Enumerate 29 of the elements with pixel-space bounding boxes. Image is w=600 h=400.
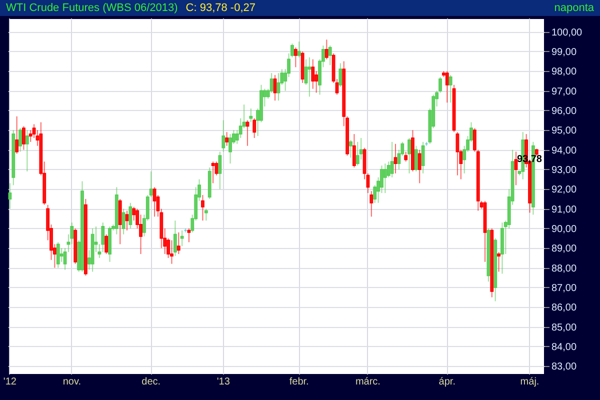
y-tick-label: 86,00	[552, 302, 577, 314]
y-tick-label: 95,00	[552, 126, 577, 137]
y-tick-label: 83,00	[552, 362, 577, 373]
y-tick-label: 88,00	[552, 263, 577, 274]
y-tick-label: 94,00	[552, 145, 577, 156]
y-tick-label: 92,00	[552, 184, 577, 196]
y-tick-label: 87,00	[552, 282, 577, 294]
y-tick-label: 91,00	[552, 204, 577, 216]
y-tick-label: 96,00	[552, 106, 577, 117]
y-tick-label: 93,00	[552, 164, 577, 176]
y-tick-label: 98,00	[552, 66, 577, 78]
x-tick-label: dec.	[142, 376, 161, 388]
x-tick-label: máj.	[520, 376, 540, 388]
y-tick-label: 100,00	[552, 27, 583, 38]
x-tick-label: márc.	[355, 376, 380, 388]
y-tick-label: 85,00	[552, 322, 577, 334]
chart-title: WTI Crude Futures (WBS 06/2013)	[6, 2, 178, 14]
x-tick-label: nov.	[62, 376, 81, 388]
y-tick-label: 99,00	[552, 46, 577, 58]
x-tick-label: ápr.	[438, 376, 456, 388]
y-tick-label: 97,00	[552, 86, 577, 98]
y-tick-label: 90,00	[552, 224, 577, 235]
y-tick-label: 84,00	[552, 342, 577, 353]
y-tick-label: 89,00	[552, 244, 577, 255]
x-tick-label: '12	[3, 376, 17, 388]
x-tick-label: febr.	[289, 376, 309, 388]
text: naponta	[554, 2, 594, 14]
text: C: 93,78 -0,27	[186, 2, 256, 14]
x-tick-label: '13	[216, 376, 230, 388]
